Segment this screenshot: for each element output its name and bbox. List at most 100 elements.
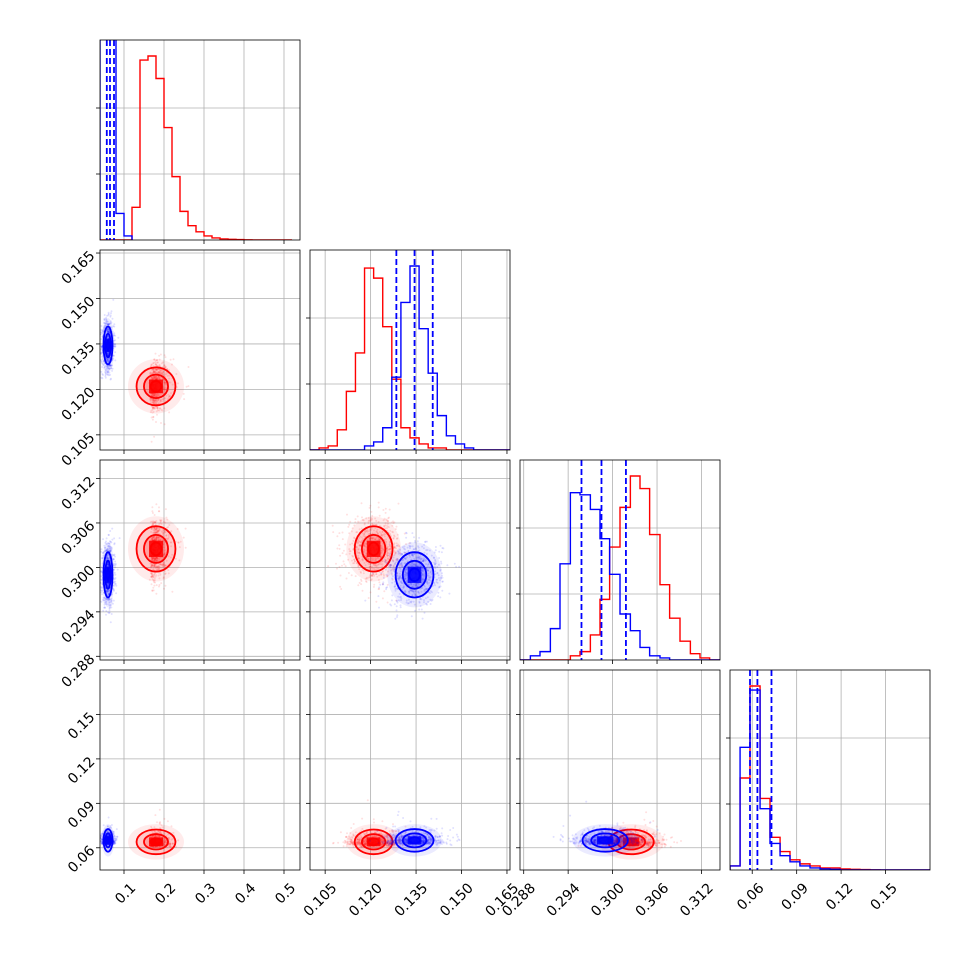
sample-point: [403, 547, 405, 550]
sample-point: [151, 575, 154, 578]
sample-point: [369, 518, 372, 521]
sample-point: [106, 360, 109, 363]
sample-point: [392, 556, 395, 559]
sample-point: [392, 520, 394, 523]
sample-point: [153, 398, 156, 401]
sample-point: [429, 590, 432, 593]
sample-point: [160, 824, 163, 827]
sample-point: [107, 370, 110, 372]
sample-point: [392, 565, 395, 568]
sample-point: [362, 559, 365, 562]
sample-point: [385, 538, 388, 541]
sample-point: [150, 527, 153, 530]
sample-point: [109, 320, 112, 323]
sample-point: [357, 542, 360, 544]
sample-point: [338, 532, 341, 535]
sample-point: [429, 576, 432, 579]
sample-point: [150, 564, 153, 567]
sample-point: [395, 587, 398, 590]
sample-point: [106, 591, 109, 594]
sample-point: [108, 607, 111, 610]
sample-point: [157, 565, 160, 568]
sample-point: [113, 554, 115, 557]
sample-point: [390, 521, 393, 524]
sample-point: [354, 575, 357, 578]
sample-point: [176, 528, 179, 530]
sample-point: [163, 386, 166, 389]
sample-point: [107, 563, 110, 566]
sample-point: [168, 377, 171, 380]
sample-point: [164, 366, 167, 369]
sample-point: [151, 522, 154, 524]
panel-0-0: [96, 39, 301, 244]
sample-point: [385, 562, 388, 565]
sample-point: [384, 558, 387, 561]
sample-point: [107, 329, 110, 332]
sample-point: [387, 570, 389, 573]
sample-point: [152, 365, 155, 367]
sample-point: [433, 565, 436, 568]
sample-point: [102, 330, 105, 333]
sample-point: [411, 554, 414, 556]
sample-point: [154, 521, 157, 523]
sample-point: [168, 374, 171, 377]
sample-point: [154, 363, 157, 366]
sample-point: [158, 506, 160, 509]
sample-point: [157, 370, 160, 373]
sample-point: [370, 510, 373, 513]
sample-point: [419, 598, 422, 601]
sample-point: [150, 564, 153, 567]
sample-point: [395, 599, 398, 602]
sample-point: [426, 596, 429, 599]
sample-point: [357, 584, 360, 587]
sample-point: [149, 397, 152, 400]
sample-point: [413, 553, 416, 556]
panel-1-0: [96, 249, 301, 454]
sample-point: [157, 831, 160, 833]
sample-point: [151, 573, 154, 576]
sample-point: [158, 377, 161, 380]
sample-point: [359, 544, 362, 547]
sample-point: [372, 560, 375, 563]
sample-point: [158, 376, 160, 379]
sample-point: [378, 587, 381, 590]
sample-point: [414, 584, 417, 587]
sample-point: [161, 558, 163, 560]
sample-point: [158, 363, 161, 366]
sample-point: [360, 541, 363, 544]
sample-point: [153, 528, 156, 531]
sample-point: [153, 563, 156, 566]
sample-point: [165, 373, 168, 376]
sample-point: [159, 571, 161, 574]
sample-point: [350, 530, 353, 533]
sample-point: [151, 394, 154, 397]
sample-point: [436, 581, 439, 584]
sample-point: [404, 572, 407, 574]
sample-point: [434, 562, 437, 565]
sample-point: [407, 550, 410, 553]
sample-point: [152, 401, 155, 404]
sample-point: [360, 583, 363, 586]
sample-point: [100, 345, 102, 348]
sample-point: [374, 538, 377, 541]
sample-point: [106, 558, 109, 561]
sample-point: [105, 364, 108, 367]
sample-point: [361, 516, 363, 519]
sample-point: [387, 526, 390, 529]
sample-point: [166, 820, 169, 823]
sample-point: [157, 375, 160, 378]
sample-point: [112, 343, 115, 346]
sample-point: [164, 397, 167, 400]
sample-point: [154, 359, 157, 362]
sample-point: [104, 376, 107, 379]
sample-point: [171, 363, 173, 366]
sample-point: [381, 570, 384, 573]
sample-point: [392, 522, 395, 525]
sample-point: [105, 540, 107, 543]
sample-point: [458, 565, 461, 568]
sample-point: [427, 572, 430, 575]
sample-point: [107, 330, 110, 333]
sample-point: [150, 565, 153, 568]
sample-point: [341, 564, 343, 567]
sample-point: [155, 557, 158, 559]
